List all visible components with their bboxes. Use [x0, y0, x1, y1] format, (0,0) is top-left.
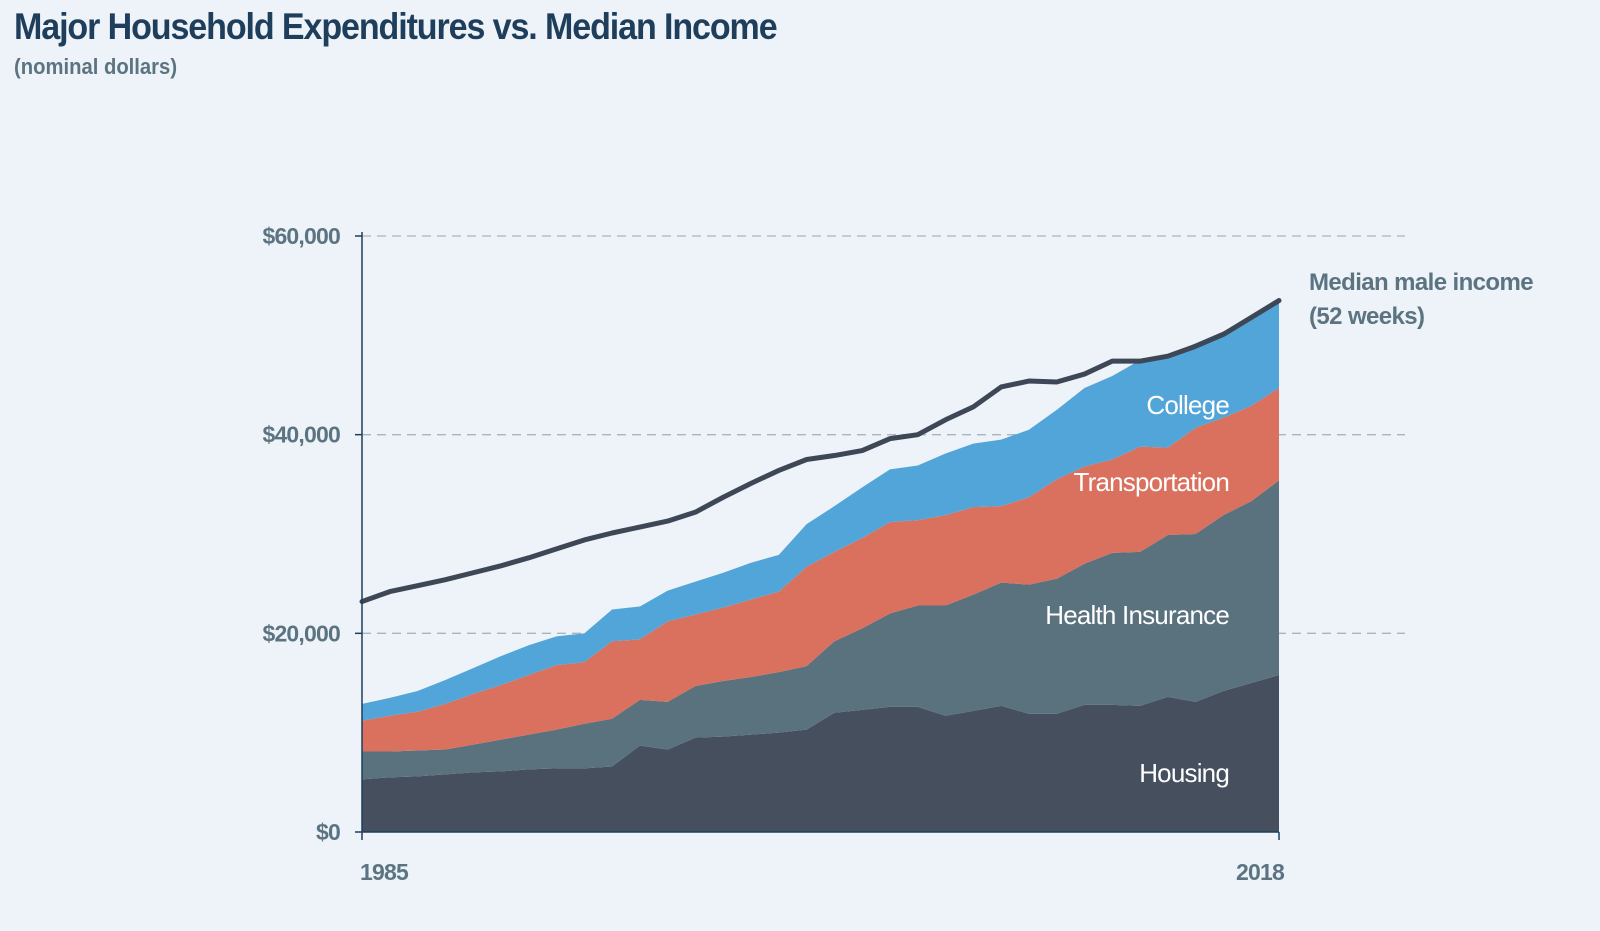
chart-title: Major Household Expenditures vs. Median … — [14, 6, 778, 47]
y-tick-label: $20,000 — [262, 620, 340, 646]
series-label-transportation: Transportation — [1074, 467, 1229, 497]
chart-subtitle: (nominal dollars) — [14, 54, 178, 79]
income-line — [359, 298, 1282, 605]
area-health-insurance — [362, 480, 1279, 780]
area-college — [362, 301, 1279, 721]
y-tick-label: $0 — [316, 819, 340, 845]
axes — [355, 232, 1280, 840]
y-tick-label: $60,000 — [262, 223, 340, 249]
income-label-line2: (52 weeks) — [1309, 303, 1424, 330]
x-tick-label: 2018 — [1236, 859, 1285, 885]
series-label-college: College — [1146, 390, 1229, 420]
series-label-housing: Housing — [1139, 758, 1229, 788]
areas — [359, 298, 1282, 832]
x-tick-label: 1985 — [360, 859, 409, 885]
gridlines — [362, 235, 1405, 634]
series-label-health-insurance: Health Insurance — [1045, 600, 1229, 630]
area-housing — [362, 675, 1279, 832]
y-tick-label: $40,000 — [262, 422, 340, 448]
area-transportation — [362, 387, 1279, 752]
income-label-line1: Median male income — [1309, 269, 1533, 296]
tick-labels: $0 $20,000 $40,000 $60,000 1985 2018 — [262, 223, 1285, 885]
